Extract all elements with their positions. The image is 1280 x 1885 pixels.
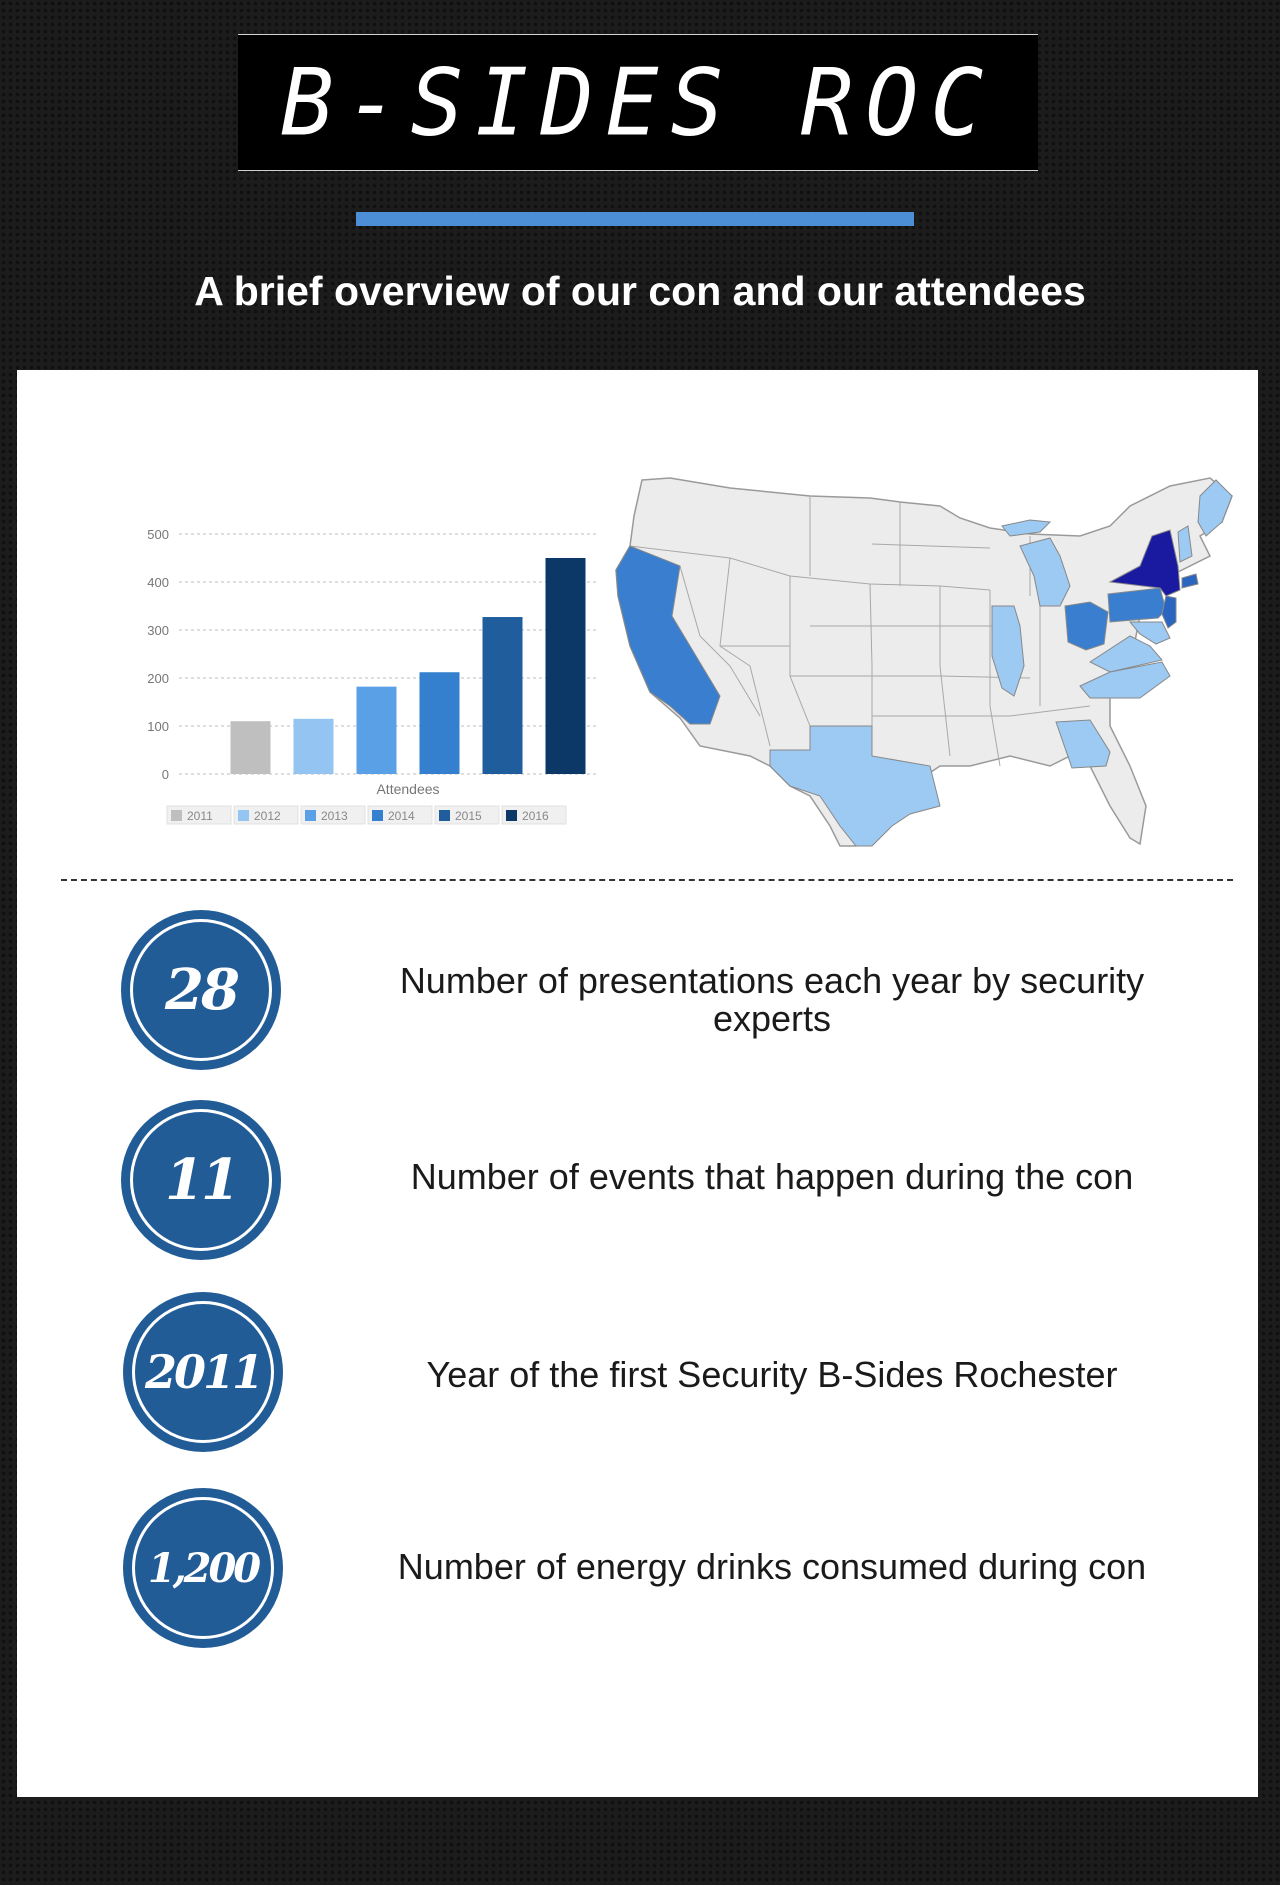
stat-events: 11 Number of events that happen during t… <box>17 1098 1258 1268</box>
bar-2015 <box>482 617 523 774</box>
state-georgia <box>1055 719 1111 769</box>
stat-badge: 2011 <box>123 1292 283 1452</box>
legend-swatch <box>372 810 383 821</box>
y-tick-label: 500 <box>147 527 169 542</box>
state-vermont <box>1177 525 1193 563</box>
content-panel: 0 100 200 300 400 500 Attendees 2011 2012 2013 201… <box>17 370 1258 1797</box>
legend-swatch <box>171 810 182 821</box>
state-pennsylvania <box>1107 587 1167 623</box>
y-tick-label: 200 <box>147 671 169 686</box>
state-connecticut <box>1181 573 1199 589</box>
state-ohio <box>1064 601 1109 651</box>
state-virginia <box>1088 635 1163 673</box>
stat-description: Number of events that happen during the … <box>410 1156 1134 1197</box>
state-north-carolina <box>1079 661 1171 699</box>
state-illinois <box>991 605 1025 697</box>
stat-value: 11 <box>165 1147 240 1213</box>
stat-presentations: 28 Number of presentations each year by … <box>17 908 1258 1078</box>
legend-item <box>434 805 500 825</box>
state-michigan <box>1019 537 1071 607</box>
legend-label: 2012 <box>254 809 281 823</box>
bar-2013 <box>356 686 397 774</box>
page-title: B-SIDES ROC <box>280 48 996 157</box>
legend-swatch <box>238 810 249 821</box>
stat-description: Number of energy drinks consumed during … <box>397 1546 1147 1587</box>
accent-bar <box>356 212 914 226</box>
legend-item <box>300 805 366 825</box>
state-texas <box>769 725 941 847</box>
legend-item <box>367 805 433 825</box>
state-new-york <box>1108 529 1181 597</box>
state-borders <box>629 496 1091 767</box>
stat-energy-drinks: 1,200 Number of energy drinks consumed d… <box>17 1486 1258 1656</box>
legend-label: 2016 <box>522 809 549 823</box>
y-tick-label: 300 <box>147 623 169 638</box>
bar-2014 <box>419 672 460 774</box>
bar-2016 <box>545 558 586 774</box>
title-banner: B-SIDES ROC <box>238 34 1038 171</box>
legend-label: 2014 <box>388 809 415 823</box>
stat-value: 1,200 <box>147 1544 261 1592</box>
bar-2012 <box>293 718 334 774</box>
x-axis-label: Attendees <box>376 781 439 797</box>
attendees-bar-chart: 0 100 200 300 400 500 Attendees 2011 2012 2013 201… <box>147 527 597 825</box>
legend-item <box>166 805 232 825</box>
state-new-jersey <box>1161 595 1177 629</box>
legend-swatch <box>506 810 517 821</box>
state-maryland <box>1128 621 1171 645</box>
us-attendee-map <box>615 477 1233 847</box>
legend-item <box>501 805 567 825</box>
section-divider <box>61 879 1233 881</box>
y-tick-label: 0 <box>162 767 169 782</box>
legend-item <box>233 805 299 825</box>
y-tick-label: 100 <box>147 719 169 734</box>
legend-label: 2015 <box>455 809 482 823</box>
stat-description: Year of the first Security B-Sides Roche… <box>426 1354 1118 1395</box>
stat-first-year: 2011 Year of the first Security B-Sides … <box>17 1290 1258 1460</box>
legend-label: 2013 <box>321 809 348 823</box>
legend-swatch <box>439 810 450 821</box>
legend-swatch <box>305 810 316 821</box>
state-michigan-upper <box>1001 519 1052 537</box>
stat-badge: 11 <box>121 1100 281 1260</box>
state-california <box>615 545 721 725</box>
stat-value: 2011 <box>144 1345 264 1399</box>
stat-badge: 1,200 <box>123 1488 283 1648</box>
y-tick-label: 400 <box>147 575 169 590</box>
legend-label: 2011 <box>187 809 213 823</box>
stat-badge: 28 <box>121 910 281 1070</box>
stat-value: 28 <box>165 957 240 1023</box>
subtitle: A brief overview of our con and our atte… <box>194 268 1086 314</box>
state-maine <box>1197 479 1233 537</box>
stat-description: Number of presentations each year by sec… <box>399 960 1145 1039</box>
bar-2011 <box>230 721 271 774</box>
